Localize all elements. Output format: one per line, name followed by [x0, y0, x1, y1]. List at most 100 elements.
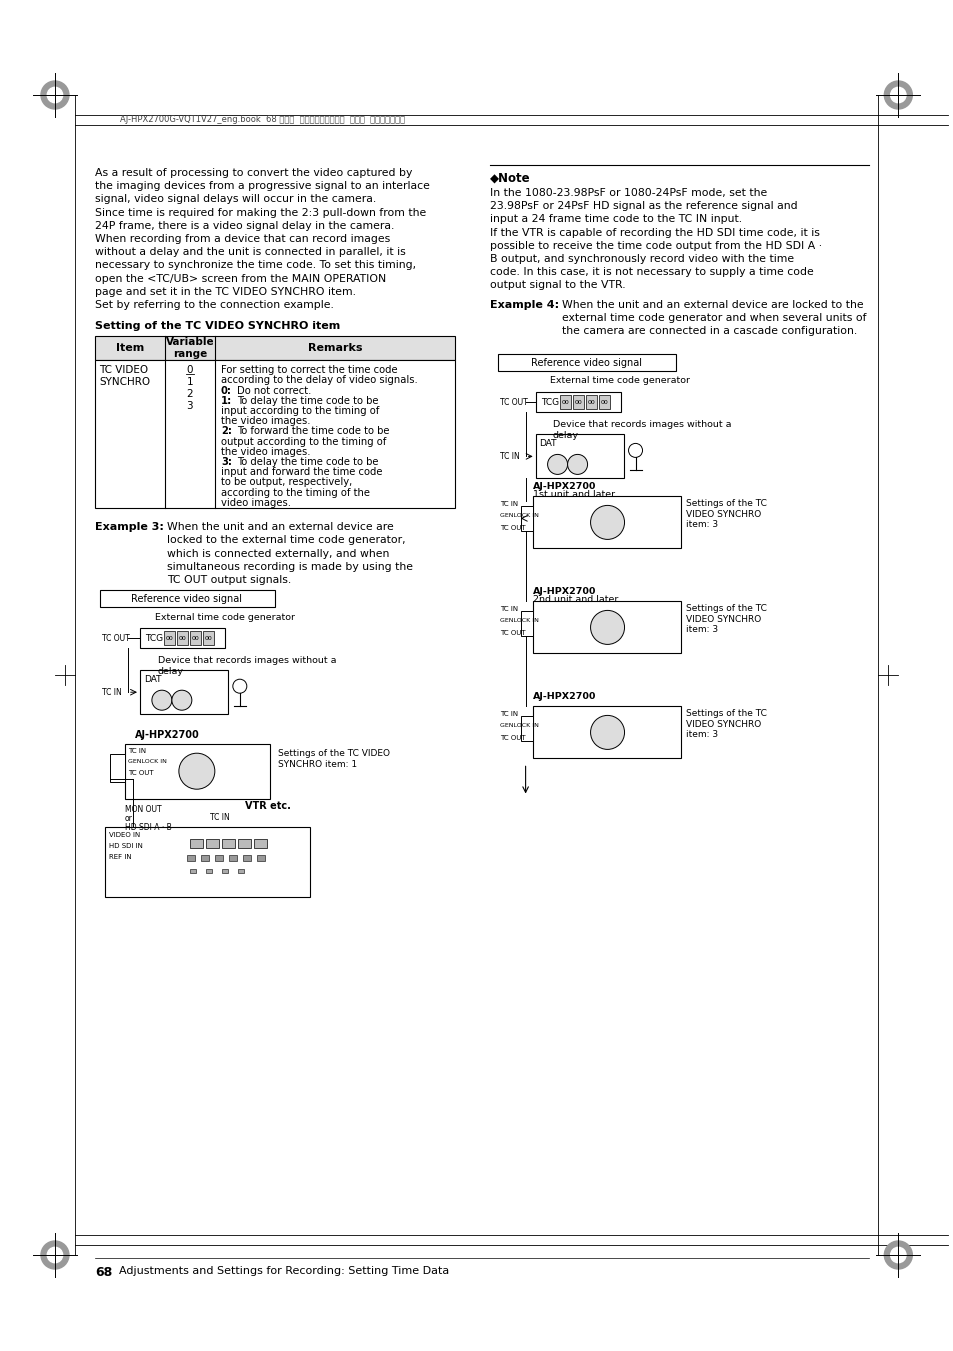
- Circle shape: [48, 1247, 63, 1263]
- Text: To delay the time code to be: To delay the time code to be: [236, 457, 378, 467]
- Text: which is connected externally, and when: which is connected externally, and when: [167, 549, 389, 558]
- Bar: [214, 855, 223, 861]
- Text: TC IN: TC IN: [128, 748, 146, 754]
- Text: TC IN: TC IN: [210, 813, 230, 823]
- Text: HD SDI IN: HD SDI IN: [109, 843, 143, 850]
- Bar: [206, 869, 212, 873]
- Text: the camera are connected in a cascade configuration.: the camera are connected in a cascade co…: [561, 326, 856, 336]
- Text: 2: 2: [187, 389, 193, 399]
- Bar: [532, 496, 679, 549]
- Text: 00: 00: [574, 400, 581, 405]
- Circle shape: [152, 690, 172, 711]
- Circle shape: [172, 690, 192, 711]
- Text: ◆Note: ◆Note: [489, 172, 530, 185]
- Text: according to the timing of the: according to the timing of the: [220, 488, 370, 497]
- Text: For setting to correct the time code: For setting to correct the time code: [220, 365, 397, 376]
- Text: In the 1080-23.98PsF or 1080-24PsF mode, set the: In the 1080-23.98PsF or 1080-24PsF mode,…: [489, 188, 766, 199]
- Text: TC IN: TC IN: [499, 607, 517, 612]
- Text: GENLOCK IN: GENLOCK IN: [499, 513, 537, 519]
- Text: simultaneous recording is made by using the: simultaneous recording is made by using …: [167, 562, 413, 571]
- Text: Reference video signal: Reference video signal: [531, 358, 641, 367]
- Text: HD SDI A · B: HD SDI A · B: [125, 823, 172, 832]
- Text: output signal to the VTR.: output signal to the VTR.: [489, 281, 624, 290]
- Text: Device that records images without a: Device that records images without a: [552, 420, 730, 430]
- Bar: [187, 855, 194, 861]
- Bar: [95, 361, 455, 508]
- Text: Reference video signal: Reference video signal: [132, 593, 242, 604]
- Circle shape: [48, 88, 63, 103]
- Bar: [520, 716, 532, 742]
- Bar: [532, 707, 679, 758]
- Text: Setting of the TC VIDEO SYNCHRO item: Setting of the TC VIDEO SYNCHRO item: [95, 322, 340, 331]
- Bar: [222, 839, 234, 848]
- Text: When the unit and an external device are locked to the: When the unit and an external device are…: [561, 300, 862, 309]
- Text: TC IN: TC IN: [499, 501, 517, 508]
- Bar: [176, 631, 188, 646]
- Text: B output, and synchronously record video with the time: B output, and synchronously record video…: [489, 254, 793, 263]
- Bar: [140, 628, 225, 648]
- Bar: [237, 839, 251, 848]
- Circle shape: [590, 716, 624, 750]
- Text: according to the delay of video signals.: according to the delay of video signals.: [220, 376, 417, 385]
- Text: External time code generator: External time code generator: [154, 613, 294, 623]
- Text: AJ-HPX2700G-VQT1V27_eng.book  68 ページ  ２００８年９月２日  火曜日  午後５時４３分: AJ-HPX2700G-VQT1V27_eng.book 68 ページ ２００８…: [120, 115, 405, 124]
- Text: the video images.: the video images.: [220, 416, 310, 426]
- Text: 00: 00: [165, 636, 173, 640]
- Bar: [164, 631, 174, 646]
- Text: TC IN: TC IN: [499, 451, 518, 461]
- Bar: [598, 396, 609, 409]
- Bar: [105, 827, 310, 897]
- Bar: [190, 869, 195, 873]
- Text: possible to receive the time code output from the HD SDI A ·: possible to receive the time code output…: [489, 240, 821, 251]
- Text: To forward the time code to be: To forward the time code to be: [236, 427, 389, 436]
- Text: 2:: 2:: [220, 427, 232, 436]
- Text: 00: 00: [178, 636, 186, 640]
- Text: 1st unit and later: 1st unit and later: [532, 490, 614, 500]
- Text: GENLOCK IN: GENLOCK IN: [499, 619, 537, 623]
- Text: 2nd unit and later: 2nd unit and later: [532, 596, 618, 604]
- Circle shape: [890, 88, 905, 103]
- Text: TC OUT output signals.: TC OUT output signals.: [167, 576, 291, 585]
- Text: TC IN: TC IN: [102, 688, 122, 697]
- Text: video images.: video images.: [220, 497, 291, 508]
- Text: external time code generator and when several units of: external time code generator and when se…: [561, 313, 865, 323]
- Bar: [125, 744, 270, 800]
- Text: AJ-HPX2700: AJ-HPX2700: [134, 730, 199, 740]
- Bar: [95, 336, 455, 361]
- Text: Remarks: Remarks: [307, 343, 361, 353]
- Text: If the VTR is capable of recording the HD SDI time code, it is: If the VTR is capable of recording the H…: [489, 227, 819, 238]
- Text: Item: Item: [115, 343, 144, 353]
- Text: Adjustments and Settings for Recording: Setting Time Data: Adjustments and Settings for Recording: …: [119, 1266, 449, 1275]
- Text: without a delay and the unit is connected in parallel, it is: without a delay and the unit is connecte…: [95, 247, 405, 257]
- Text: AJ-HPX2700: AJ-HPX2700: [532, 693, 596, 701]
- Text: open the <TC/UB> screen from the MAIN OPERATION: open the <TC/UB> screen from the MAIN OP…: [95, 274, 386, 284]
- Text: Example 3:: Example 3:: [95, 523, 164, 532]
- Text: code. In this case, it is not necessary to supply a time code: code. In this case, it is not necessary …: [489, 267, 813, 277]
- Bar: [100, 590, 274, 607]
- Bar: [585, 396, 596, 409]
- Text: REF IN: REF IN: [109, 854, 132, 861]
- Text: TCG: TCG: [145, 634, 163, 643]
- Text: External time code generator: External time code generator: [549, 377, 689, 385]
- Bar: [497, 354, 675, 372]
- Text: signal, video signal delays will occur in the camera.: signal, video signal delays will occur i…: [95, 195, 375, 204]
- Text: Settings of the TC
VIDEO SYNCHRO
item: 3: Settings of the TC VIDEO SYNCHRO item: 3: [686, 604, 766, 634]
- Text: to be output, respectively,: to be output, respectively,: [220, 477, 352, 488]
- Text: GENLOCK IN: GENLOCK IN: [128, 759, 167, 765]
- Text: AJ-HPX2700: AJ-HPX2700: [532, 482, 596, 492]
- Bar: [190, 839, 203, 848]
- Circle shape: [628, 443, 642, 458]
- Circle shape: [590, 505, 624, 539]
- Bar: [206, 839, 218, 848]
- Text: DAT: DAT: [144, 676, 161, 684]
- Text: 00: 00: [560, 400, 568, 405]
- Bar: [532, 601, 679, 654]
- Circle shape: [41, 81, 69, 109]
- Circle shape: [41, 1242, 69, 1269]
- Text: When recording from a device that can record images: When recording from a device that can re…: [95, 234, 390, 245]
- Bar: [535, 435, 623, 478]
- Circle shape: [178, 754, 214, 789]
- Text: 0: 0: [187, 365, 193, 376]
- Text: the video images.: the video images.: [220, 447, 310, 457]
- Bar: [572, 396, 583, 409]
